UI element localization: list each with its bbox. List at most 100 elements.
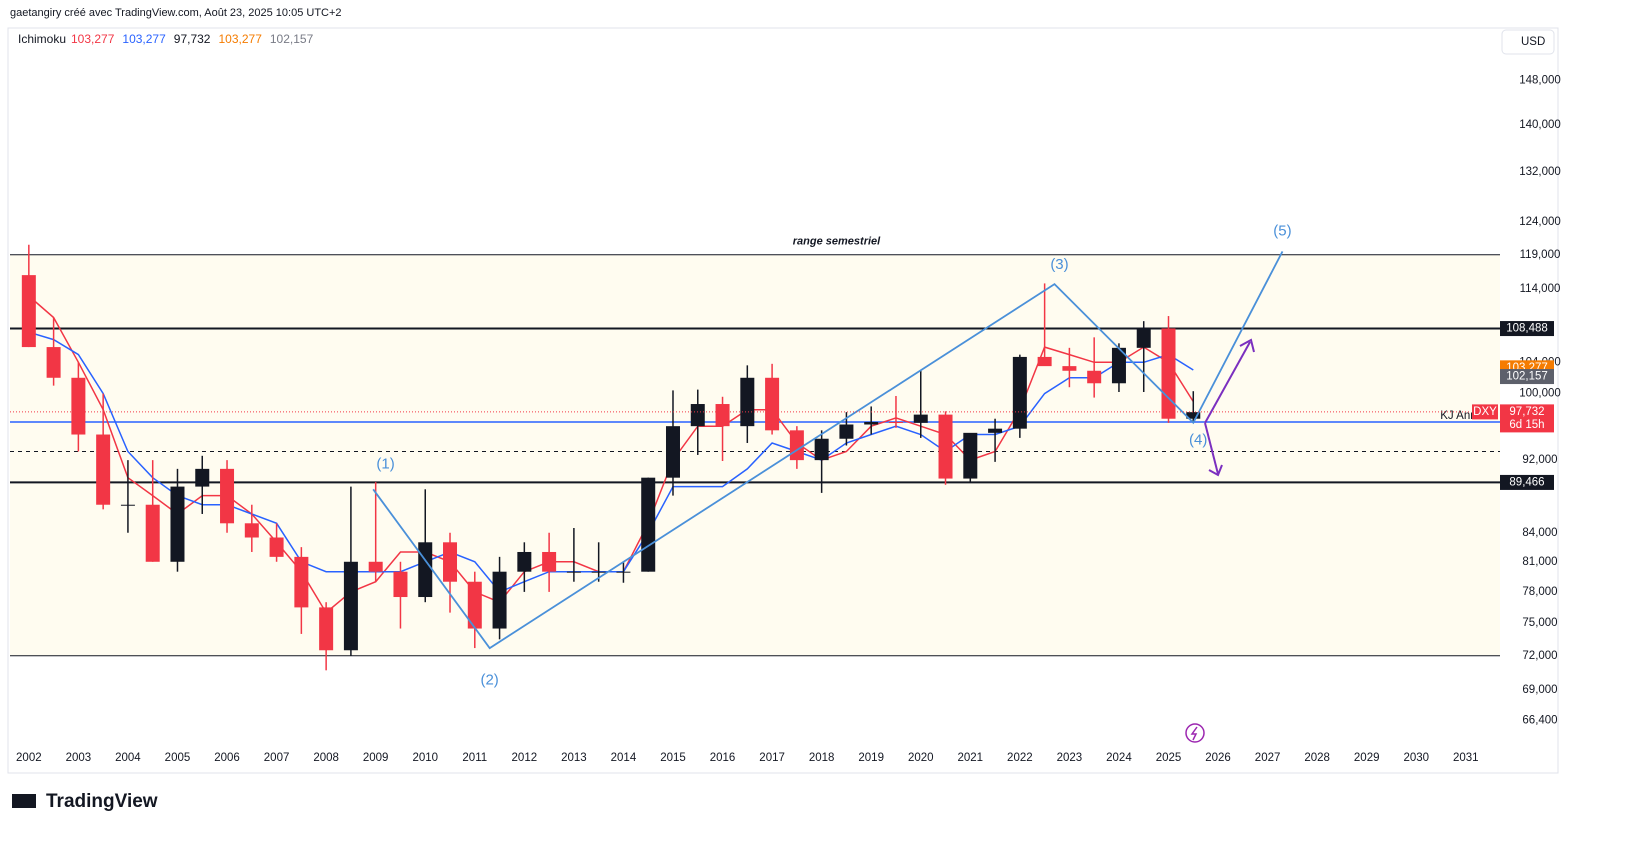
price-badge <box>1500 404 1554 433</box>
currency[interactable]: USD <box>1521 36 1545 48</box>
range-label: range semestriel <box>793 235 881 247</box>
candle-body <box>244 523 259 538</box>
x-tick-label: 2010 <box>412 752 438 764</box>
wave-label: (3) <box>1050 256 1068 273</box>
y-tick-label: 100,000 <box>1519 388 1561 400</box>
y-tick-label: 124,000 <box>1519 216 1561 228</box>
event-icon[interactable] <box>1185 723 1205 743</box>
candle-body <box>294 556 309 608</box>
purple-arrows <box>1204 338 1255 477</box>
x-tick-label: 2020 <box>908 752 934 764</box>
candle-body <box>195 468 210 487</box>
candle-body <box>542 551 557 572</box>
x-tick-label: 2022 <box>1007 752 1033 764</box>
candle-body <box>418 542 433 598</box>
candle-body <box>21 275 36 348</box>
y-tick-label: 148,000 <box>1519 75 1561 87</box>
y-tick-label: 114,000 <box>1520 283 1561 295</box>
ticker-badge <box>1472 404 1498 420</box>
x-tick-label: 2019 <box>858 752 884 764</box>
candle-body <box>616 571 631 573</box>
x-tick-label: 2026 <box>1205 752 1231 764</box>
candle-body <box>1087 370 1102 384</box>
x-tick-label: 2012 <box>512 752 538 764</box>
candle-body <box>393 571 408 598</box>
y-tick-label: 69,000 <box>1522 684 1557 696</box>
x-tick-label: 2002 <box>16 752 42 764</box>
candle-body <box>740 377 755 427</box>
price-badge <box>1500 369 1554 385</box>
price-badge-label: 97,732 <box>1509 406 1544 418</box>
legend-value: 103,277 <box>122 32 166 46</box>
legend-value: 103,277 <box>71 32 115 46</box>
candle-body <box>145 504 160 562</box>
candle-body <box>343 561 358 651</box>
candle-body <box>96 434 111 505</box>
candle-body <box>220 468 235 524</box>
candle-body <box>46 347 61 378</box>
candle-body <box>1012 356 1027 429</box>
ticker: DXY <box>1473 406 1497 418</box>
candle-body <box>269 537 284 557</box>
x-tick-label: 2024 <box>1106 752 1132 764</box>
x-tick-label: 2023 <box>1057 752 1083 764</box>
wave-label: (2) <box>480 672 498 689</box>
x-tick-label: 2013 <box>561 752 587 764</box>
candle-body <box>789 430 804 461</box>
candle-body <box>888 422 903 424</box>
candle-body <box>690 404 705 427</box>
x-tick-label: 2003 <box>66 752 92 764</box>
legend-value: 103,277 <box>218 32 262 46</box>
candle-body <box>814 438 829 461</box>
price-badge <box>1500 321 1554 337</box>
y-tick-label: 78,000 <box>1522 586 1557 598</box>
candle-body <box>120 504 135 506</box>
x-tick-label: 2004 <box>115 752 141 764</box>
candle-body <box>319 607 334 651</box>
x-tick-label: 2027 <box>1255 752 1281 764</box>
y-tick-label: 81,000 <box>1522 556 1557 568</box>
candle-body <box>1136 328 1151 348</box>
wave-line <box>372 250 1284 650</box>
countdown: 6d 15h <box>1509 419 1544 431</box>
candle-body <box>1161 328 1176 419</box>
price-badge-label: 108,488 <box>1506 323 1548 335</box>
x-tick-label: 2021 <box>958 752 984 764</box>
x-tick-label: 2031 <box>1453 752 1479 764</box>
price-badge-label: 102,157 <box>1506 371 1548 383</box>
candle-body <box>71 377 86 435</box>
candle-body <box>839 424 854 439</box>
event-icon-bolt <box>1190 726 1198 741</box>
candle-body <box>443 542 458 582</box>
indicator-name: Ichimoku <box>18 32 66 46</box>
x-tick-label: 2008 <box>313 752 339 764</box>
y-tick-label: 92,000 <box>1522 454 1557 466</box>
wave-label: (4) <box>1189 431 1207 448</box>
y-tick-label: 140,000 <box>1519 119 1561 131</box>
y-tick-label: 66,400 <box>1522 714 1557 726</box>
price-badge-label: 89,466 <box>1509 476 1544 488</box>
candle-body <box>715 404 730 427</box>
x-tick-label: 2011 <box>462 752 487 764</box>
x-tick-label: 2029 <box>1354 752 1380 764</box>
candle-body <box>467 581 482 629</box>
legend-value: 97,732 <box>174 32 211 46</box>
candle-body <box>170 486 185 562</box>
y-tick-label: 75,000 <box>1522 617 1557 629</box>
currency-button[interactable] <box>1501 29 1555 55</box>
y-tick-label: 132,000 <box>1519 166 1561 178</box>
candle-body <box>591 571 606 573</box>
y-tick-label: 119,000 <box>1520 249 1561 261</box>
candle-body <box>1186 412 1201 419</box>
x-tick-label: 2030 <box>1403 752 1429 764</box>
candle-body <box>1062 366 1077 371</box>
candle-body <box>641 477 656 572</box>
candle-body <box>566 571 581 573</box>
candle-body <box>988 428 1003 433</box>
candle-body <box>963 432 978 479</box>
x-tick-label: 2006 <box>214 752 240 764</box>
y-tick-label: 84,000 <box>1522 527 1557 539</box>
wave-label: (1) <box>376 455 394 472</box>
